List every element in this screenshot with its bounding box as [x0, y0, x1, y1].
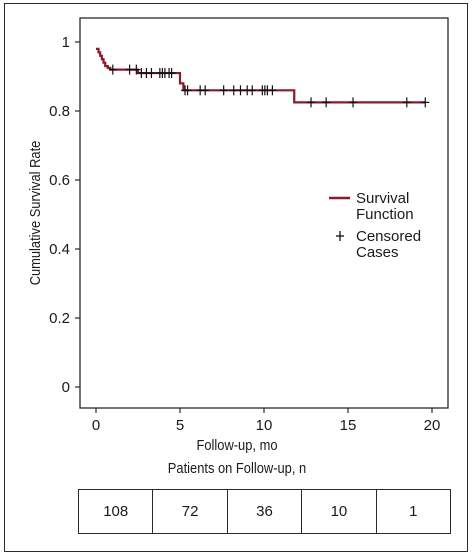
- survival-function-line: [96, 47, 426, 104]
- censored-mark: [248, 85, 257, 96]
- y-tick-label: 0.6: [49, 172, 70, 189]
- table-title: Patients on Follow-up, n: [167, 460, 307, 477]
- patients-table: 108 72 36 10 1: [78, 489, 451, 534]
- x-tick-label: 0: [92, 417, 100, 434]
- patients-count-cell: 36: [228, 490, 303, 533]
- censored-mark: [236, 85, 245, 96]
- chart-axes: 0 5 10 15 20 0 0.2 0.4 0.6 0.8 1 Cumulative Surviva…: [26, 17, 449, 434]
- censored-mark: [147, 68, 156, 79]
- patients-count-cell: 10: [302, 490, 377, 533]
- survival-curve-layer: [96, 47, 426, 104]
- censored-mark: [108, 64, 117, 75]
- y-axis-label: Cumulative Survival Rate: [26, 140, 43, 285]
- censored-mark: [125, 64, 134, 75]
- x-tick-label: 5: [176, 417, 184, 434]
- censored-mark: [219, 85, 228, 96]
- censored-mark: [322, 97, 331, 108]
- x-axis-label: Follow-up, mo: [196, 437, 278, 454]
- patients-count-cell: 72: [153, 490, 228, 533]
- legend-censored-swatch: [336, 231, 344, 241]
- censored-mark: [402, 97, 411, 108]
- censored-mark: [183, 85, 192, 96]
- patients-count-cell: 1: [409, 503, 418, 520]
- x-tick-label: 10: [256, 417, 273, 434]
- censored-mark: [421, 97, 430, 108]
- legend-censored-label: Censored: [356, 228, 421, 245]
- x-tick-label: 15: [340, 417, 357, 434]
- legend-survival-label-line2: Function: [356, 206, 414, 223]
- y-tick-label: 0: [62, 379, 70, 396]
- censored-mark: [201, 85, 210, 96]
- censored-mark: [268, 85, 277, 96]
- censored-mark: [132, 64, 141, 75]
- figure-frame: [4, 3, 468, 552]
- censored-marks-layer: [108, 64, 430, 108]
- y-tick-label: 1: [62, 34, 70, 51]
- x-tick-label: 20: [424, 417, 441, 434]
- censored-mark: [167, 68, 176, 79]
- y-tick-label: 0.4: [49, 241, 70, 258]
- censored-mark: [307, 97, 316, 108]
- legend-censored-label-line2: Cases: [356, 244, 399, 261]
- patients-count-cell: 108: [79, 490, 154, 533]
- y-tick-label: 0.2: [49, 310, 70, 327]
- censored-mark: [229, 85, 238, 96]
- y-tick-label: 0.8: [49, 103, 70, 120]
- censored-mark: [349, 97, 358, 108]
- legend-survival-label: Survival: [356, 190, 409, 207]
